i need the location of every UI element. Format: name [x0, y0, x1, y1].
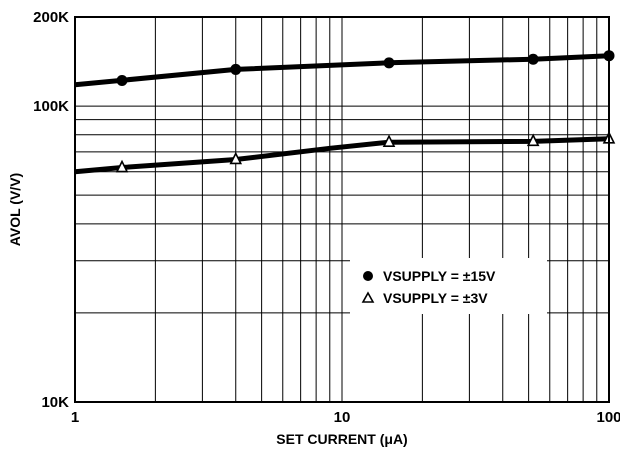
- y-axis-label: AVOL (V/V): [7, 173, 23, 246]
- y-tick-label: 100K: [33, 98, 69, 115]
- plot-frame: [74, 16, 610, 403]
- data-point-circle: [230, 63, 242, 75]
- legend: VSUPPLY = ±15V VSUPPLY = ±3V: [350, 258, 547, 314]
- tick-labels: 1 10 100 10K 100K 200K: [33, 9, 620, 426]
- x-tick-label: 1: [71, 409, 79, 426]
- data-point-circle: [383, 57, 395, 69]
- x-axis-label: SET CURRENT (μA): [276, 431, 407, 447]
- y-tick-label: 10K: [41, 394, 69, 411]
- data-point-triangle: [229, 151, 243, 165]
- data-point-triangle: [115, 159, 129, 173]
- legend-background: [350, 258, 547, 314]
- legend-label: VSUPPLY = ±15V: [383, 268, 496, 284]
- data-point-triangle: [382, 134, 396, 147]
- y-tick-label: 200K: [33, 9, 69, 26]
- legend-label: VSUPPLY = ±3V: [383, 290, 488, 306]
- grid-lines: [75, 17, 609, 402]
- legend-triangle-marker: [361, 291, 375, 303]
- x-tick-label: 100: [596, 409, 620, 426]
- data-point-circle: [116, 75, 128, 87]
- plot-series: [74, 50, 616, 175]
- x-tick-label: 10: [334, 409, 351, 426]
- data-point-triangle: [526, 133, 540, 147]
- data-point-circle: [527, 53, 539, 65]
- legend-circle-marker: [363, 271, 373, 281]
